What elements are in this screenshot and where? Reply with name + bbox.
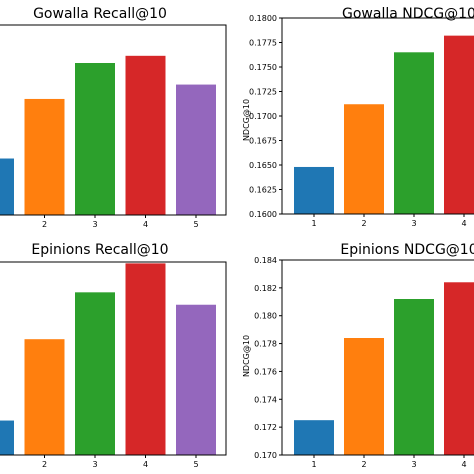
y-ticks-group: 0.1600 0.1625 0.1650 0.1675 0.1700 0.1725 0.17… <box>249 14 282 219</box>
y-ticks-group: 0.170 0.172 0.174 0.176 0.178 0.180 0.182 0.184 <box>254 256 282 460</box>
y-tick-label: 0.172 <box>254 423 277 432</box>
y-tick-label: 0.1800 <box>249 14 277 23</box>
plot-frame <box>281 259 474 456</box>
plot-frame <box>0 261 227 456</box>
x-ticks-group: 12345 <box>311 214 467 228</box>
plot-frame <box>281 17 474 215</box>
x-tick-label: 3 <box>92 220 97 229</box>
y-tick-label: 0.1700 <box>249 112 277 121</box>
bar-2 <box>24 98 65 215</box>
y-tick-label: 0.180 <box>254 312 277 321</box>
bar-4 <box>444 35 474 214</box>
x-tick-label: 1 <box>311 460 316 469</box>
x-tick-label: 3 <box>92 460 97 469</box>
bar-1 <box>294 166 334 214</box>
bar-3 <box>394 299 434 455</box>
bars-group <box>0 263 216 455</box>
bars-group <box>294 35 474 214</box>
bar-5 <box>176 84 216 215</box>
bar-2 <box>24 339 65 455</box>
y-tick-label: 0.1725 <box>249 88 277 97</box>
x-tick-label: 5 <box>193 220 198 229</box>
chart-panel-gowalla-ndcg: Gowalla NDCG@10 NDCG@10 0.16000.16250.16… <box>242 6 474 228</box>
x-ticks-group: 12345 <box>311 455 467 469</box>
y-tick-label: 0.174 <box>254 395 277 404</box>
x-ticks-group: 2 3 4 5 <box>42 455 199 469</box>
bar-5 <box>176 304 216 455</box>
y-tick-label: 0.1600 <box>249 210 277 219</box>
chart-title: Epinions NDCG@10 <box>340 242 474 258</box>
chart-panel-epinions-recall: Epinions Recall@10 2 3 4 5 <box>0 242 227 469</box>
bar-1 <box>294 420 334 455</box>
chart-title: Epinions Recall@10 <box>31 242 168 258</box>
y-tick-label: 0.1775 <box>249 39 277 48</box>
y-axis-label: NDCG@10 <box>242 335 251 377</box>
y-axis-label: NDCG@10 <box>242 99 251 141</box>
y-tick-label: 0.170 <box>254 451 277 460</box>
bars-group <box>0 55 216 216</box>
x-tick-label: 4 <box>143 460 148 469</box>
bar-1 <box>0 158 14 215</box>
plot-frame <box>0 24 227 216</box>
x-tick-label: 5 <box>193 460 198 469</box>
x-tick-label: 1 <box>311 219 316 228</box>
bar-2 <box>344 338 384 455</box>
bar-3 <box>75 292 115 455</box>
bar-3 <box>75 63 115 215</box>
x-tick-label: 2 <box>42 460 47 469</box>
y-tick-label: 0.182 <box>254 284 277 293</box>
bars-group <box>294 282 474 455</box>
x-tick-label: 2 <box>361 460 366 469</box>
bar-1 <box>0 420 14 455</box>
bar-4 <box>125 55 166 216</box>
x-tick-label: 3 <box>411 460 416 469</box>
chart-title: Gowalla Recall@10 <box>33 6 167 22</box>
bar-4 <box>444 282 474 455</box>
y-tick-label: 0.178 <box>254 340 277 349</box>
chart-panel-gowalla-recall: Gowalla Recall@10 2 3 4 5 <box>0 6 227 229</box>
x-tick-label: 2 <box>42 220 47 229</box>
x-tick-label: 4 <box>461 219 466 228</box>
x-ticks-group: 2 3 4 5 <box>42 215 199 229</box>
chart-panel-epinions-ndcg: Epinions NDCG@10 NDCG@10 0.170 0.172 0.174… <box>242 242 474 469</box>
x-tick-label: 4 <box>461 460 466 469</box>
bar-4 <box>125 263 166 455</box>
x-tick-label: 4 <box>143 220 148 229</box>
x-tick-label: 3 <box>411 219 416 228</box>
chart-title: Gowalla NDCG@10 <box>342 6 474 22</box>
y-tick-label: 0.1625 <box>249 186 277 195</box>
y-tick-label: 0.1650 <box>249 161 277 170</box>
y-tick-label: 0.1675 <box>249 137 277 146</box>
y-tick-label: 0.176 <box>254 367 277 376</box>
bar-2 <box>344 104 384 214</box>
y-tick-label: 0.1750 <box>249 63 277 72</box>
y-tick-label: 0.184 <box>254 256 277 265</box>
x-tick-label: 2 <box>361 219 366 228</box>
bar-3 <box>394 52 434 214</box>
